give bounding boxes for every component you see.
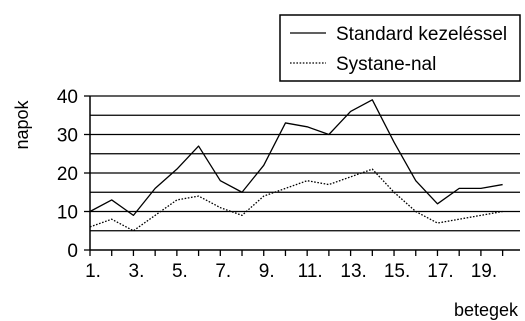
x-tick-label: 5. bbox=[172, 261, 188, 282]
x-ticks: 1. 3. 5. 7. 9. 11. 13. 15. 17. 19. bbox=[85, 250, 504, 282]
x-tick-label: 15. bbox=[384, 261, 410, 282]
series-line-systane bbox=[89, 168, 503, 232]
x-tick-label: 3. bbox=[129, 261, 145, 282]
legend-label-systane: Systane-nal bbox=[336, 54, 436, 75]
y-tick-label: 20 bbox=[57, 164, 78, 185]
legend-label-standard: Standard kezeléssel bbox=[336, 24, 507, 45]
y-tick-label: 0 bbox=[67, 241, 78, 262]
y-ticks: 0 10 20 30 40 bbox=[57, 87, 90, 262]
legend-box bbox=[279, 14, 521, 82]
x-tick-label: 7. bbox=[215, 261, 231, 282]
x-tick-label: 11. bbox=[298, 261, 323, 282]
series-line-standard bbox=[89, 99, 503, 217]
x-tick-label: 17. bbox=[427, 261, 453, 282]
x-tick-label: 19. bbox=[471, 261, 497, 282]
x-tick-label: 9. bbox=[259, 261, 275, 282]
y-axis-label: napok bbox=[12, 99, 32, 149]
x-axis-label: betegek bbox=[454, 300, 519, 320]
series-lines bbox=[89, 99, 503, 232]
grid-lines bbox=[90, 95, 520, 232]
y-tick-label: 30 bbox=[57, 126, 78, 147]
y-tick-label: 40 bbox=[57, 87, 78, 108]
x-tick-label: 1. bbox=[85, 261, 101, 282]
legend: Standard kezeléssel Systane-nal bbox=[279, 14, 521, 82]
y-tick-label: 10 bbox=[57, 203, 78, 224]
x-tick-label: 13. bbox=[340, 261, 366, 282]
